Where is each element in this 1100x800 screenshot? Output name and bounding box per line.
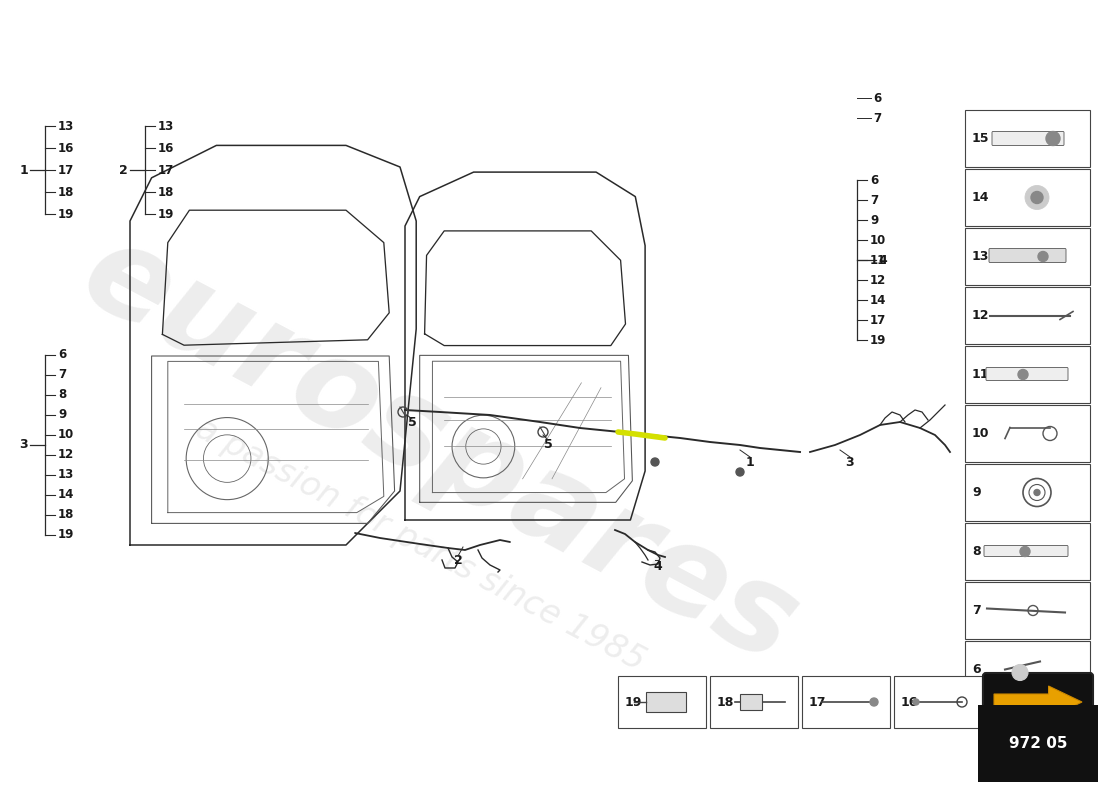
Text: 12: 12 <box>58 449 75 462</box>
Text: 2: 2 <box>453 554 462 566</box>
Text: 4: 4 <box>878 254 887 266</box>
FancyBboxPatch shape <box>965 641 1090 698</box>
Circle shape <box>1020 546 1030 557</box>
FancyBboxPatch shape <box>992 131 1064 146</box>
Text: 9: 9 <box>972 486 980 499</box>
Text: 12: 12 <box>870 274 887 286</box>
Text: 19: 19 <box>870 334 887 346</box>
FancyBboxPatch shape <box>984 546 1068 557</box>
Circle shape <box>1025 186 1049 210</box>
Circle shape <box>870 698 878 706</box>
Text: 3: 3 <box>20 438 28 451</box>
Text: 16: 16 <box>58 142 75 154</box>
Text: 17: 17 <box>158 163 174 177</box>
FancyBboxPatch shape <box>618 676 706 728</box>
Circle shape <box>1046 131 1060 146</box>
Text: 14: 14 <box>972 191 990 204</box>
Circle shape <box>1038 251 1048 262</box>
Text: 7: 7 <box>873 111 881 125</box>
Circle shape <box>1031 191 1043 203</box>
Text: 972 05: 972 05 <box>1009 736 1067 751</box>
Text: 7: 7 <box>870 194 878 206</box>
Circle shape <box>1018 370 1028 379</box>
FancyBboxPatch shape <box>965 582 1090 639</box>
Text: 11: 11 <box>972 368 990 381</box>
Text: 19: 19 <box>158 207 175 221</box>
Text: 7: 7 <box>58 369 66 382</box>
FancyBboxPatch shape <box>965 228 1090 285</box>
Circle shape <box>651 458 659 466</box>
Text: 4: 4 <box>653 559 662 573</box>
Text: 2: 2 <box>119 163 128 177</box>
Text: 6: 6 <box>58 349 66 362</box>
FancyBboxPatch shape <box>965 405 1090 462</box>
Text: 1: 1 <box>20 163 28 177</box>
Text: 18: 18 <box>58 509 75 522</box>
Text: 16: 16 <box>901 695 918 709</box>
Polygon shape <box>994 686 1082 718</box>
Text: 13: 13 <box>58 119 75 133</box>
Text: 8: 8 <box>58 389 66 402</box>
Text: 15: 15 <box>972 132 990 145</box>
Text: 19: 19 <box>58 529 75 542</box>
Text: 10: 10 <box>870 234 887 246</box>
Circle shape <box>913 699 918 705</box>
FancyBboxPatch shape <box>646 692 686 712</box>
Text: 3: 3 <box>846 455 855 469</box>
FancyBboxPatch shape <box>965 287 1090 344</box>
FancyBboxPatch shape <box>740 694 762 710</box>
Text: 19: 19 <box>58 207 75 221</box>
Text: 9: 9 <box>58 409 66 422</box>
Text: 13: 13 <box>972 250 989 263</box>
Text: 17: 17 <box>808 695 826 709</box>
Text: 10: 10 <box>972 427 990 440</box>
FancyBboxPatch shape <box>965 346 1090 403</box>
Circle shape <box>1034 490 1040 495</box>
Circle shape <box>1012 665 1028 681</box>
Text: a passion for parts since 1985: a passion for parts since 1985 <box>189 412 650 678</box>
Text: 11: 11 <box>870 254 887 266</box>
Text: 16: 16 <box>158 142 175 154</box>
Text: 18: 18 <box>158 186 175 198</box>
Text: 14: 14 <box>870 294 887 306</box>
Text: eurospares: eurospares <box>63 211 817 689</box>
Text: 13: 13 <box>58 469 75 482</box>
FancyBboxPatch shape <box>710 676 798 728</box>
Circle shape <box>736 468 744 476</box>
FancyBboxPatch shape <box>965 169 1090 226</box>
Text: 7: 7 <box>972 604 981 617</box>
FancyBboxPatch shape <box>965 523 1090 580</box>
Text: 8: 8 <box>972 545 980 558</box>
FancyBboxPatch shape <box>894 676 982 728</box>
Text: 6: 6 <box>972 663 980 676</box>
FancyBboxPatch shape <box>989 249 1066 262</box>
FancyBboxPatch shape <box>802 676 890 728</box>
Text: 6: 6 <box>870 174 878 186</box>
Text: 10: 10 <box>58 429 75 442</box>
Text: 17: 17 <box>870 314 887 326</box>
FancyBboxPatch shape <box>986 367 1068 381</box>
Text: 14: 14 <box>58 489 75 502</box>
Text: 13: 13 <box>158 119 174 133</box>
FancyBboxPatch shape <box>983 673 1093 731</box>
Text: 19: 19 <box>625 695 642 709</box>
Text: 5: 5 <box>543 438 552 450</box>
Text: 17: 17 <box>58 163 75 177</box>
Text: 9: 9 <box>870 214 878 226</box>
Text: 1: 1 <box>746 455 755 469</box>
FancyBboxPatch shape <box>965 110 1090 167</box>
Text: 12: 12 <box>972 309 990 322</box>
Text: 6: 6 <box>873 91 881 105</box>
Text: 18: 18 <box>717 695 735 709</box>
Text: 5: 5 <box>408 417 417 430</box>
FancyBboxPatch shape <box>965 464 1090 521</box>
Text: 18: 18 <box>58 186 75 198</box>
